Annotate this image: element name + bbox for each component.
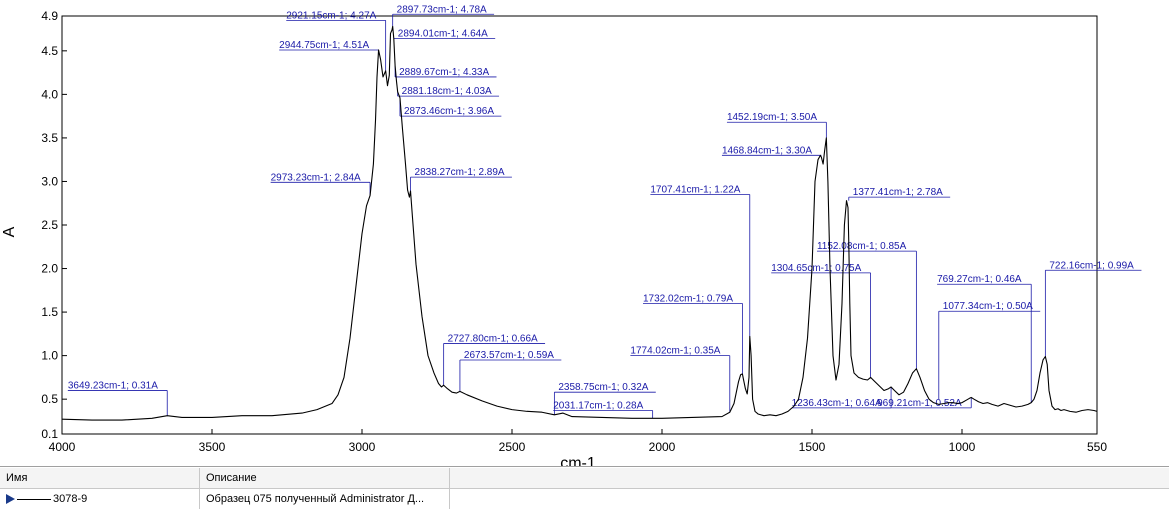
y-tick-label: 3.0 — [41, 174, 58, 188]
annotation-label: 3649.23cm-1; 0.31A — [68, 380, 158, 391]
column-header-name[interactable]: Имя — [0, 468, 200, 488]
annotation-label: 1077.34cm-1; 0.50A — [943, 301, 1033, 312]
annotation-label: 2873.46cm-1; 3.96A — [404, 106, 494, 117]
annotation-label: 1152.08cm-1; 0.85A — [817, 241, 907, 252]
annotation-label: 1707.41cm-1; 1.22A — [650, 185, 740, 196]
annotation-label: 2838.27cm-1; 2.89A — [415, 167, 505, 178]
annotation-label: 2358.75cm-1; 0.32A — [558, 382, 648, 393]
annotation-label: 2673.57cm-1; 0.59A — [464, 350, 554, 361]
y-tick-label: 4.9 — [41, 9, 58, 23]
y-tick-label: 2.5 — [41, 218, 58, 232]
annotation-label: 2897.73cm-1; 4.78A — [397, 4, 487, 15]
legend-row-name: 3078-9 — [53, 493, 88, 505]
legend-row-name-cell[interactable]: 3078-9 — [0, 489, 200, 509]
x-tick-label: 2500 — [499, 440, 526, 454]
annotation-label: 722.16cm-1; 0.99A — [1049, 260, 1134, 271]
y-tick-label: 4.0 — [41, 87, 58, 101]
series-line-swatch-icon — [17, 498, 51, 500]
annotation-label: 1732.02cm-1; 0.79A — [643, 293, 733, 304]
y-tick-label: 4.5 — [41, 44, 58, 58]
annotation-label: 1468.84cm-1; 3.30A — [722, 145, 812, 156]
annotation-label: 969.21cm-1; 0.52A — [877, 398, 962, 409]
y-axis-label: A — [1, 226, 18, 237]
annotation-label: 1774.02cm-1; 0.35A — [630, 346, 720, 357]
annotation-label: 1452.19cm-1; 3.50A — [727, 112, 817, 123]
y-tick-label: 2.0 — [41, 262, 58, 276]
column-header-description[interactable]: Описание — [200, 468, 450, 488]
annotation-label: 2881.18cm-1; 4.03A — [402, 86, 492, 97]
annotation-label: 2727.80cm-1; 0.66A — [448, 333, 538, 344]
x-tick-label: 3000 — [349, 440, 376, 454]
legend-row[interactable]: 3078-9 Образец 075 полученный Administra… — [0, 489, 1169, 509]
x-tick-label: 1500 — [799, 440, 826, 454]
y-tick-label: 0.5 — [41, 392, 58, 406]
legend-row-description[interactable]: Образец 075 полученный Administrator Д..… — [200, 489, 450, 509]
annotation-label: 2973.23cm-1; 2.84A — [271, 172, 361, 183]
plot-frame — [61, 15, 1098, 435]
annotation-label: 2921.15cm-1; 4.27A — [286, 10, 376, 21]
x-axis-label: cm-1 — [560, 455, 596, 466]
annotation-label: 769.27cm-1; 0.46A — [937, 274, 1022, 285]
row-selector-arrow-icon — [6, 494, 15, 505]
x-tick-label: 3500 — [199, 440, 226, 454]
annotation-label: 1236.43cm-1; 0.64A — [792, 398, 882, 409]
annotation-label: 2894.01cm-1; 4.64A — [398, 29, 488, 40]
spectrum-chart: 4000 3500 3000 2500 2000 1500 1000 550 0.1 0.5 1.0… — [1, 4, 1142, 466]
annotation-label: 2944.75cm-1; 4.51A — [279, 40, 369, 51]
annotation-label: 1304.65cm-1; 0.75A — [771, 263, 861, 274]
annotation-label: 2031.17cm-1; 0.28A — [553, 400, 643, 411]
legend-table: Имя Описание 3078-9 Образец 075 полученн… — [0, 466, 1169, 510]
peak-annotations: 3649.23cm-1; 0.31A 2973.23cm-1; 2.84A 2944… — [67, 4, 1142, 419]
x-tick-label: 4000 — [49, 440, 76, 454]
y-tick-label: 1.5 — [41, 305, 58, 319]
x-tick-label: 550 — [1087, 440, 1107, 454]
x-tick-label: 2000 — [649, 440, 676, 454]
legend-header-row: Имя Описание — [0, 468, 1169, 489]
y-tick-label: 1.0 — [41, 349, 58, 363]
axes: 4000 3500 3000 2500 2000 1500 1000 550 0.1 0.5 1.0… — [41, 9, 1107, 454]
x-tick-label: 1000 — [949, 440, 976, 454]
y-tick-label: 3.5 — [41, 131, 58, 145]
y-tick-label: 0.1 — [41, 427, 58, 441]
annotation-label: 1377.41cm-1; 2.78A — [853, 187, 943, 198]
series-layer — [61, 25, 1098, 421]
spectrum-line — [61, 25, 1098, 421]
annotation-label: 2889.67cm-1; 4.33A — [399, 67, 489, 78]
